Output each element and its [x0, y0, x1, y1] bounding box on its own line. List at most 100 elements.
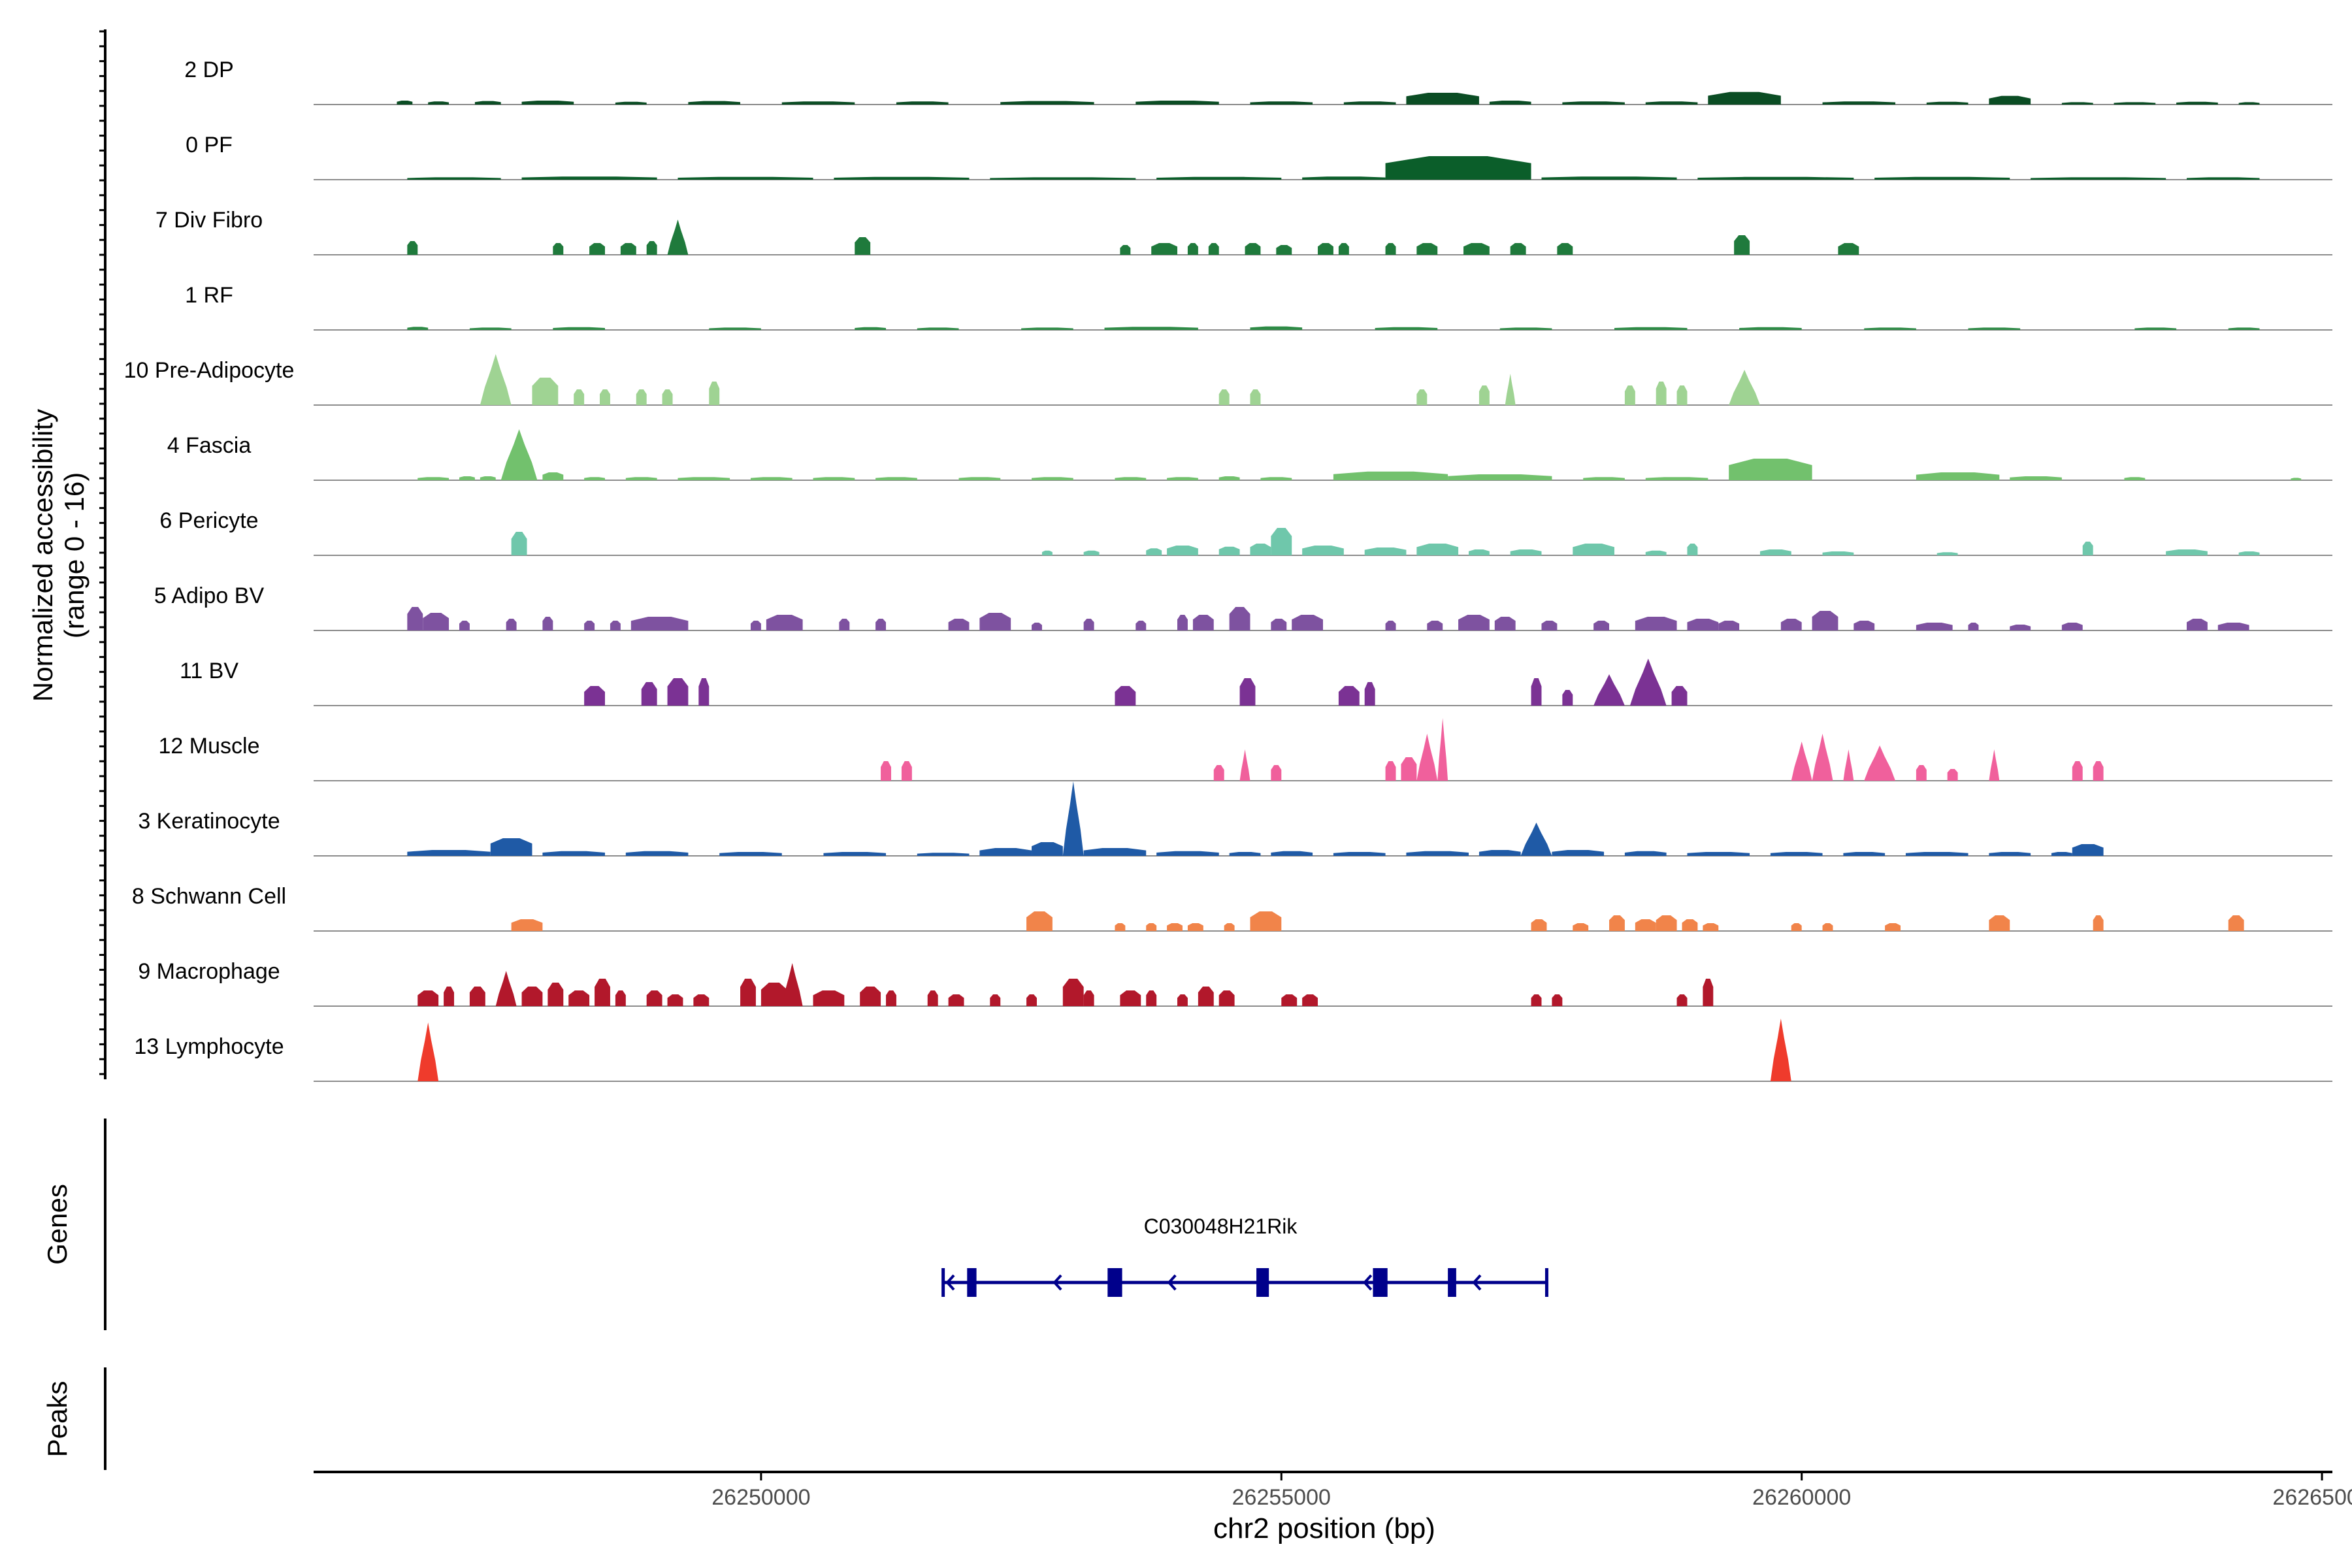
coverage-peak	[1062, 781, 1084, 856]
coverage-peak	[1302, 176, 1386, 180]
coverage-peak	[1250, 326, 1303, 330]
coverage-peak	[1583, 477, 1625, 480]
coverage-peak	[813, 477, 855, 480]
coverage-peak	[407, 850, 491, 856]
coverage-peak	[1494, 617, 1516, 630]
coverage-peak	[1026, 994, 1037, 1006]
coverage-peak	[1552, 850, 1605, 856]
coverage-peak	[1671, 686, 1688, 706]
coverage-peak	[1135, 621, 1147, 630]
coverage-peak	[1385, 761, 1396, 781]
coverage-peak	[896, 101, 949, 105]
coverage-peak	[855, 237, 871, 255]
coverage-peak	[1552, 994, 1563, 1006]
coverage-peak	[1822, 923, 1833, 931]
gene-exon	[967, 1268, 977, 1297]
coverage-peak	[584, 621, 595, 630]
coverage-peak	[1989, 95, 2031, 105]
coverage-peak	[2114, 102, 2156, 105]
coverage-peak	[2124, 477, 2146, 480]
coverage-peak	[1843, 749, 1854, 781]
coverage-peak	[2031, 177, 2166, 180]
coverage-peak	[1812, 734, 1833, 781]
track-9-macrophage: 9 Macrophage	[138, 959, 2332, 1007]
coverage-peak	[1463, 243, 1490, 255]
coverage-peak	[662, 389, 673, 405]
coverage-peak	[813, 990, 845, 1006]
coverage-peak	[1729, 370, 1760, 405]
coverage-peak	[1239, 678, 1256, 706]
coverage-peak	[1083, 848, 1147, 856]
coverage-peak	[1645, 477, 1708, 480]
gene-name-label: C030048H21Rik	[1144, 1215, 1298, 1238]
coverage-peak	[1276, 245, 1292, 255]
track-label: 12 Muscle	[159, 734, 260, 759]
coverage-peak	[2176, 101, 2218, 105]
coverage-peak	[781, 963, 803, 1006]
coverage-peak	[886, 990, 896, 1006]
coverage-peak	[1187, 923, 1203, 931]
track-6-pericyte: 6 Pericyte	[159, 508, 2332, 556]
x-tick-label: 26265000	[2272, 1485, 2352, 1510]
coverage-peak	[740, 979, 756, 1006]
coverage-peak	[750, 477, 792, 480]
coverage-peak	[474, 101, 501, 105]
coverage-peak	[990, 994, 1001, 1006]
coverage-peak	[2051, 852, 2072, 856]
coverage-peak	[1478, 385, 1490, 405]
coverage-peak	[875, 477, 917, 480]
coverage-peak	[1041, 550, 1053, 555]
track-8-schwann-cell: 8 Schwann Cell	[132, 884, 2332, 932]
coverage-peak	[1468, 549, 1490, 555]
coverage-peak	[1000, 101, 1094, 105]
coverage-peak	[781, 101, 855, 105]
coverage-peak	[615, 101, 647, 105]
coverage-peak	[2187, 177, 2260, 180]
coverage-peak	[667, 220, 689, 255]
coverage-peak	[1510, 243, 1526, 255]
coverage-peak	[2238, 551, 2260, 555]
track-0-pf: 0 PF	[186, 133, 2332, 180]
coverage-peak	[480, 354, 512, 405]
coverage-peak	[979, 613, 1011, 630]
coverage-peak	[1364, 682, 1375, 706]
coverage-peak	[574, 389, 585, 405]
coverage-peak	[1120, 245, 1131, 255]
coverage-peak	[1770, 852, 1823, 856]
coverage-peak	[1968, 327, 2021, 330]
coverage-peak	[1916, 623, 1953, 630]
coverage-peak	[1271, 851, 1313, 856]
coverage-peak	[2238, 102, 2260, 105]
track-label: 1 RF	[185, 283, 233, 308]
coverage-peak	[1281, 994, 1298, 1006]
x-axis-label: chr2 position (bp)	[1213, 1512, 1435, 1544]
coverage-peak	[979, 848, 1032, 856]
coverage-peak	[2217, 623, 2249, 630]
track-label: 9 Macrophage	[138, 959, 280, 984]
coverage-peak	[1318, 243, 1333, 255]
coverage-peak	[1385, 621, 1396, 630]
coverage-peak	[469, 327, 512, 330]
coverage-peak	[532, 378, 559, 405]
coverage-peak	[948, 619, 970, 630]
coverage-peak	[1614, 327, 1688, 330]
track-7-div-fibro: 7 Div Fibro	[155, 208, 2332, 255]
coverage-peak	[521, 987, 543, 1006]
coverage-peak	[1167, 546, 1198, 555]
coverage-peak	[1676, 385, 1688, 405]
coverage-peak	[1573, 923, 1589, 931]
coverage-peak	[1635, 617, 1677, 630]
coverage-peak	[1250, 911, 1282, 931]
coverage-peak	[1416, 544, 1459, 555]
coverage-peak	[1885, 923, 1901, 931]
track-label: 10 Pre-Adipocyte	[124, 358, 295, 383]
genes-panel-label: Genes	[42, 1184, 73, 1265]
coverage-peak	[709, 382, 720, 405]
coverage-peak	[1021, 327, 1073, 330]
coverage-peak	[860, 987, 881, 1006]
coverage-peak	[1167, 477, 1198, 480]
coverage-peak	[1531, 994, 1542, 1006]
coverage-peak	[1593, 674, 1625, 706]
coverage-peak	[1032, 477, 1073, 480]
coverage-peak	[1759, 549, 1791, 555]
